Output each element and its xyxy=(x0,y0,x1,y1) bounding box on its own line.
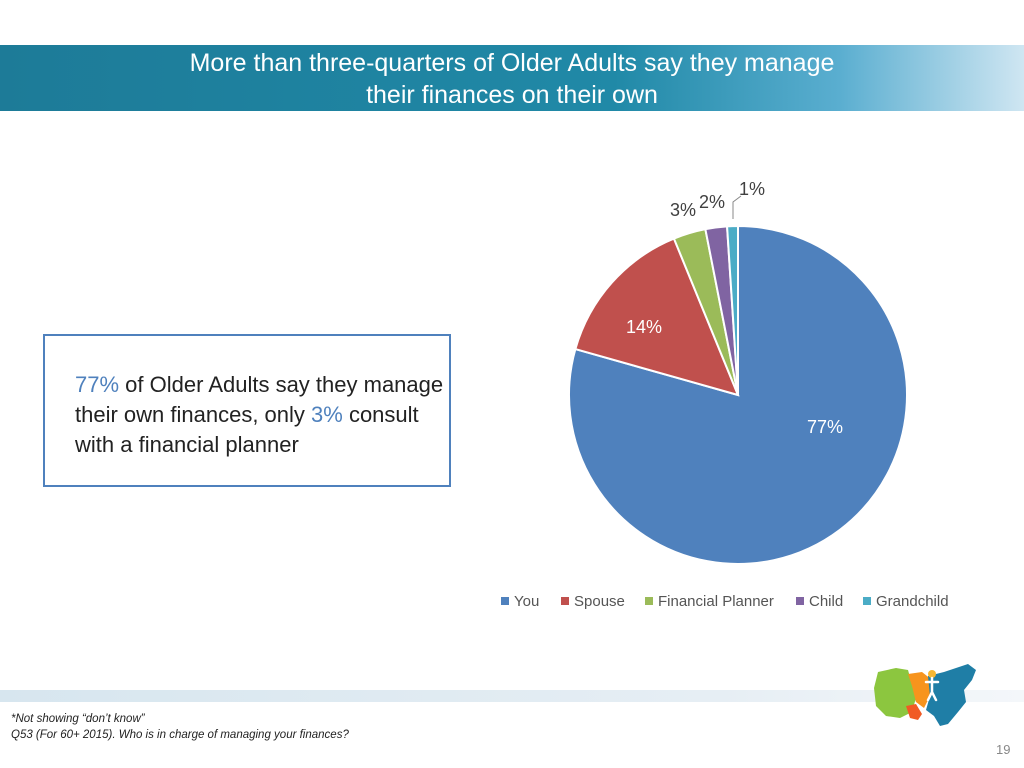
legend-label-financial-planner: Financial Planner xyxy=(658,593,774,610)
slide-title-line2: their finances on their own xyxy=(366,81,658,109)
legend-swatch-spouse xyxy=(561,597,569,606)
page-number: 19 xyxy=(996,742,1011,757)
data-label-you: 77% xyxy=(807,417,843,437)
legend-swatch-you xyxy=(501,597,509,606)
title-bar: More than three-quarters of Older Adults… xyxy=(0,45,1024,111)
legend-item-financial-planner: Financial Planner xyxy=(645,593,774,610)
legend-item-you: You xyxy=(501,593,539,610)
callout-pct-own: 77% xyxy=(75,372,120,397)
callout-box: 77% of Older Adults say they manage thei… xyxy=(43,334,451,487)
callout-text-part1: of Older Adults say they manage their ow… xyxy=(75,372,444,427)
legend-label-spouse: Spouse xyxy=(574,593,625,610)
legend-label-grandchild: Grandchild xyxy=(876,593,949,610)
legend-swatch-grandchild xyxy=(863,597,871,606)
footnote: *Not showing “don’t know” Q53 (For 60+ 2… xyxy=(11,711,349,743)
footnote-note: *Not showing “don’t know” xyxy=(11,713,145,725)
us-map-logo-icon xyxy=(874,664,976,726)
callout-pct-planner: 3% xyxy=(311,402,343,427)
bottom-band xyxy=(0,690,1024,702)
pie-slice-grandchild xyxy=(725,224,739,396)
data-label-child: 2% xyxy=(699,192,725,212)
legend-label-child: Child xyxy=(809,593,844,610)
callout-text: 77% of Older Adults say they manage thei… xyxy=(75,370,445,460)
legend-label-you: You xyxy=(514,593,540,610)
legend-item-spouse: Spouse xyxy=(561,593,625,610)
legend-item-child: Child xyxy=(796,593,843,610)
callout-text-part2: consult with a financial planner xyxy=(75,402,419,457)
pie-slice-spouse xyxy=(574,237,740,397)
data-label-grandchild: 1% xyxy=(739,179,765,199)
footnote-question: Q53 (For 60+ 2015). Who is in charge of … xyxy=(11,729,349,741)
legend-swatch-financial-planner xyxy=(645,597,653,606)
leader-line-grandchild xyxy=(732,195,742,219)
slide-title: More than three-quarters of Older Adults… xyxy=(120,47,904,111)
legend-item-grandchild: Grandchild xyxy=(863,593,949,610)
slide-title-line1: More than three-quarters of Older Adults… xyxy=(189,49,835,77)
legend-swatch-child xyxy=(796,597,804,606)
data-label-financial-planner: 3% xyxy=(670,200,696,220)
chart-legend: You Spouse Financial Planner Child Grandchil… xyxy=(0,593,1024,613)
data-label-spouse: 14% xyxy=(626,317,662,337)
